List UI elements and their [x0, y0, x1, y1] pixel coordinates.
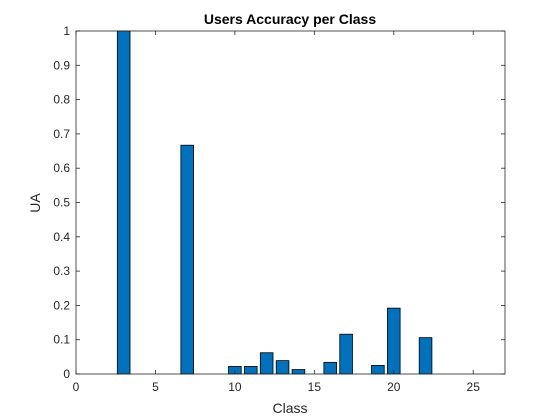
x-tick-label: 15: [308, 380, 322, 394]
y-tick-label: 0.8: [53, 93, 70, 107]
x-tick-label: 20: [387, 380, 401, 394]
x-axis-label: Class: [272, 400, 307, 416]
y-axis-label: UA: [27, 193, 43, 213]
plot-area: 0 5 10 15 20 25 0 0.1 0.2 0.3 0.4 0.5 0.6 0.7 0.8 0.9 1: [53, 24, 506, 394]
y-tick-label: 0.4: [53, 230, 70, 244]
bar-class-14: [291, 369, 306, 375]
y-tick-label: 0.9: [53, 58, 70, 72]
bar-class-11: [244, 366, 258, 375]
y-tick-label: 0.2: [53, 298, 70, 312]
y-tick-label: 0.6: [53, 161, 70, 175]
y-tick-label: 0.3: [53, 264, 70, 278]
bar-class-17: [339, 333, 353, 375]
axes-background: [76, 31, 505, 374]
bar-class-7: [180, 144, 194, 375]
chart-title: Users Accuracy per Class: [204, 11, 376, 27]
y-tick-label: 0.1: [53, 333, 70, 347]
bar-class-13: [275, 360, 290, 375]
bar-class-12: [259, 352, 274, 375]
bar-class-20: [387, 307, 401, 375]
y-tick-label: 1: [63, 24, 70, 38]
x-tick-label: 0: [73, 380, 80, 394]
y-tick-label: 0.5: [53, 196, 70, 210]
y-tick-label: 0.7: [53, 127, 70, 141]
bar-class-16: [323, 361, 337, 375]
x-tick-label: 25: [467, 380, 481, 394]
x-tick-label: 5: [152, 380, 159, 394]
bar-class-22: [418, 337, 433, 375]
bar-class-3: [116, 30, 131, 375]
y-tick-label: 0: [63, 367, 70, 381]
bar-class-19: [371, 365, 385, 375]
x-tick-label: 10: [228, 380, 242, 394]
